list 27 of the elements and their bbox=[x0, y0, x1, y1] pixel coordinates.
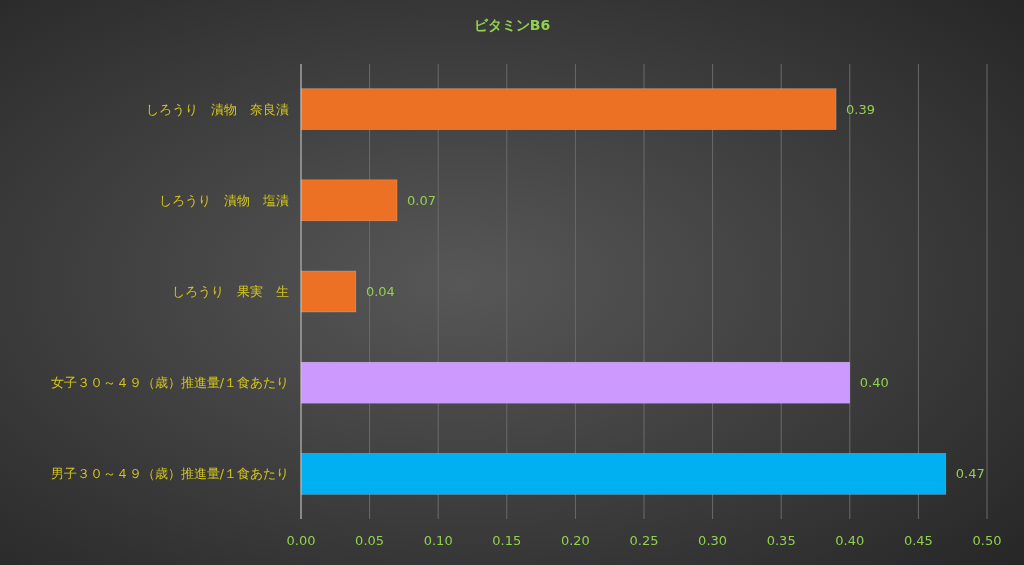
bar bbox=[300, 361, 851, 404]
x-tick-label: 0.45 bbox=[903, 533, 933, 548]
x-tick-label: 0.20 bbox=[560, 533, 590, 548]
x-tick-label: 0.10 bbox=[423, 533, 453, 548]
x-tick-label: 0.25 bbox=[629, 533, 659, 548]
data-label: 0.40 bbox=[859, 375, 889, 391]
bar bbox=[300, 270, 357, 313]
x-tick-label: 0.50 bbox=[972, 533, 1002, 548]
bar bbox=[300, 453, 947, 495]
x-tick-label: 0.15 bbox=[492, 533, 522, 548]
data-label: 0.47 bbox=[955, 466, 985, 482]
bar bbox=[300, 88, 837, 130]
y-tick-label: 女子３０～４９（歳）推進量/１食あたり bbox=[50, 375, 289, 391]
x-tick-label: 0.35 bbox=[766, 533, 796, 548]
data-label: 0.07 bbox=[407, 192, 436, 208]
bar bbox=[300, 179, 398, 222]
x-tick-label: 0.00 bbox=[286, 533, 316, 548]
y-tick-label: しろうり 漬物 塩漬 bbox=[159, 192, 289, 208]
y-tick-label: しろうり 果実 生 bbox=[172, 283, 289, 299]
y-tick-label: 男子３０～４９（歳）推進量/１食あたり bbox=[50, 466, 289, 482]
chart-title: ビタミンB6 bbox=[473, 17, 551, 33]
x-tick-label: 0.30 bbox=[698, 533, 728, 548]
x-tick-label: 0.05 bbox=[355, 533, 385, 548]
data-label: 0.39 bbox=[846, 101, 876, 117]
y-tick-label: しろうり 漬物 奈良漬 bbox=[146, 101, 289, 117]
x-tick-label: 0.40 bbox=[835, 533, 865, 548]
data-label: 0.04 bbox=[365, 284, 395, 300]
